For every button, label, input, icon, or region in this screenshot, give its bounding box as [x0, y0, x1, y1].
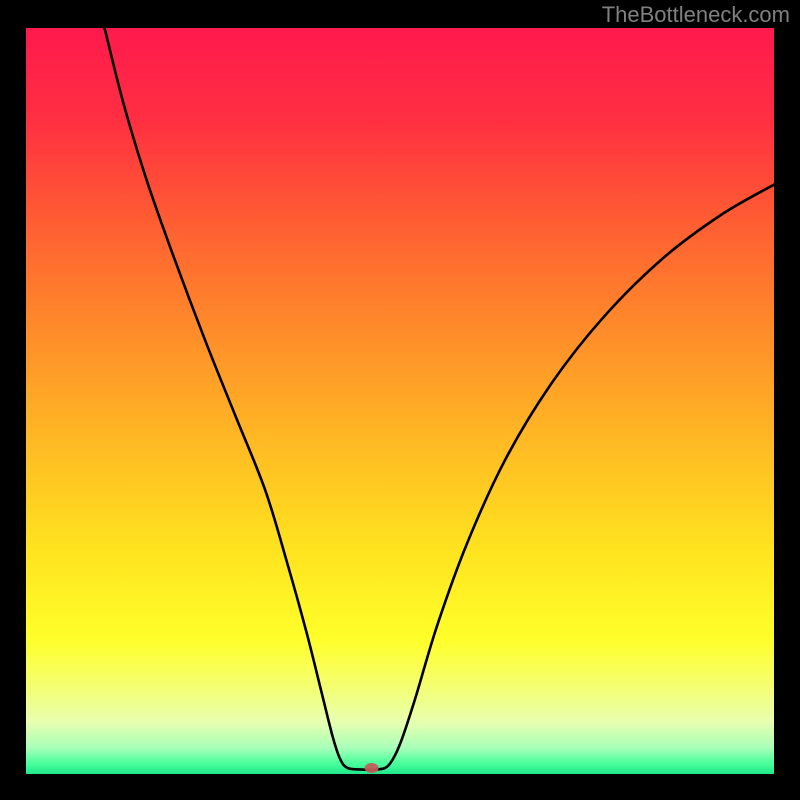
watermark-text: TheBottleneck.com [602, 2, 790, 28]
chart-container: TheBottleneck.com [0, 0, 800, 800]
bottleneck-chart [0, 0, 800, 800]
minimum-marker [365, 763, 379, 773]
plot-background-gradient [26, 28, 774, 774]
